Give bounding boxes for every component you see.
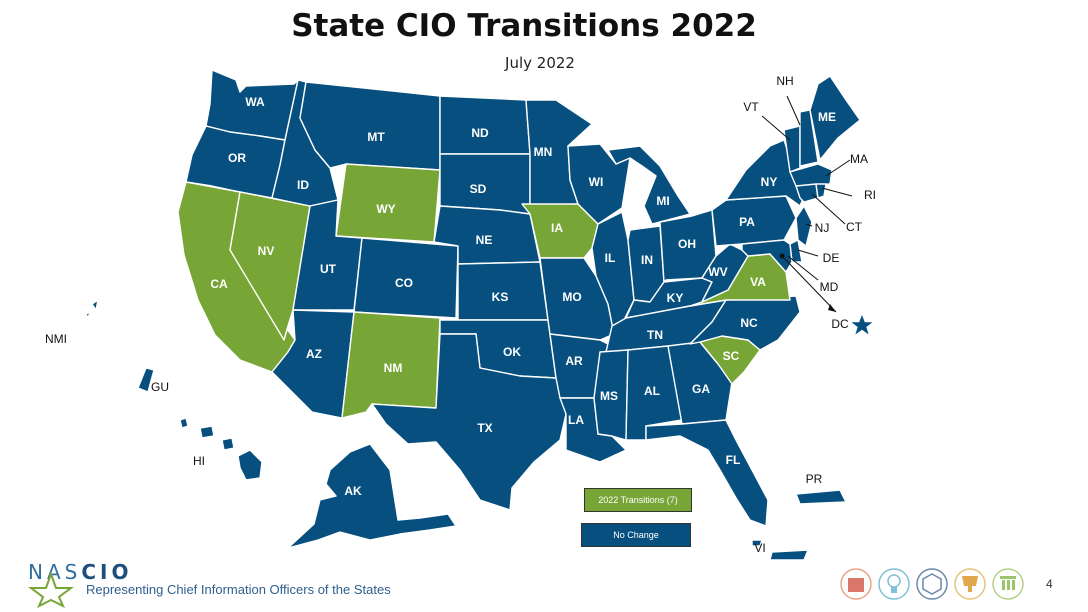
label-ut: UT — [320, 262, 337, 276]
lightbulb-icon — [878, 568, 910, 600]
label-nm: NM — [384, 361, 403, 375]
state-ak — [287, 443, 457, 549]
label-ca: CA — [210, 277, 228, 291]
label-ga: GA — [692, 382, 710, 396]
state-vt — [783, 125, 801, 173]
state-nd — [439, 95, 531, 155]
label-in: IN — [641, 253, 653, 267]
label-nh: NH — [776, 74, 793, 88]
label-nj: NJ — [815, 221, 830, 235]
state-ri — [815, 183, 827, 199]
label-wv: WV — [708, 265, 727, 279]
column-icon — [992, 568, 1024, 600]
label-ny: NY — [761, 175, 778, 189]
label-tx: TX — [477, 421, 492, 435]
label-pr: PR — [806, 472, 823, 486]
label-al: AL — [644, 384, 660, 398]
star-logo-icon — [28, 572, 74, 608]
legend-no-change: No Change — [581, 523, 691, 547]
state-mt — [299, 81, 441, 171]
label-mi: MI — [656, 194, 669, 208]
state-ma — [789, 163, 833, 187]
label-ne: NE — [476, 233, 493, 247]
label-az: AZ — [306, 347, 322, 361]
label-hi: HI — [193, 454, 205, 468]
label-vi: VI — [754, 541, 765, 555]
label-mt: MT — [367, 130, 385, 144]
label-co: CO — [395, 276, 413, 290]
dc-arrow-icon — [828, 304, 836, 312]
network-icon — [916, 568, 948, 600]
state-me — [809, 75, 861, 161]
callout-lines — [761, 95, 853, 313]
label-ks: KS — [492, 290, 509, 304]
label-nc: NC — [740, 316, 758, 330]
label-sc: SC — [723, 349, 740, 363]
trophy-icon — [954, 568, 986, 600]
label-nv: NV — [258, 244, 275, 258]
page-subtitle: July 2022 — [505, 54, 575, 72]
label-ms: MS — [600, 389, 618, 403]
page-title: State CIO Transitions 2022 — [291, 8, 757, 44]
page-number: 4 — [1046, 577, 1053, 591]
label-nmi: NMI — [45, 332, 67, 346]
label-ri: RI — [864, 188, 876, 202]
state-vi — [751, 539, 809, 561]
state-hi — [179, 417, 263, 481]
state-md — [741, 239, 793, 273]
state-gu — [137, 367, 155, 393]
label-wi: WI — [589, 175, 604, 189]
label-oh: OH — [678, 237, 696, 251]
label-me: ME — [818, 110, 836, 124]
label-id: ID — [297, 178, 309, 192]
label-ar: AR — [565, 354, 583, 368]
dc-marker — [779, 253, 785, 259]
label-vt: VT — [743, 100, 759, 114]
label-il: IL — [605, 251, 616, 265]
logo-part2: CIO — [81, 560, 133, 584]
label-nd: ND — [471, 126, 489, 140]
label-or: OR — [228, 151, 246, 165]
label-sd: SD — [470, 182, 487, 196]
label-la: LA — [568, 413, 584, 427]
label-mo: MO — [562, 290, 581, 304]
label-de: DE — [823, 251, 840, 265]
state-pr — [795, 489, 847, 505]
label-ok: OK — [503, 345, 521, 359]
label-ia: IA — [551, 221, 563, 235]
label-tn: TN — [647, 328, 663, 342]
state-wi — [567, 143, 631, 225]
state-ct — [795, 183, 819, 203]
label-ky: KY — [667, 291, 684, 305]
label-gu: GU — [151, 380, 169, 394]
label-wy: WY — [376, 202, 395, 216]
state-mi — [607, 145, 691, 225]
footer-tagline: Representing Chief Information Officers … — [86, 582, 391, 597]
state-nc — [689, 295, 801, 351]
footer-icon-strip — [840, 568, 1024, 600]
state-nj — [795, 205, 813, 247]
state-nh — [799, 109, 819, 167]
label-fl: FL — [726, 453, 741, 467]
label-dc: DC — [831, 317, 849, 331]
state-tx — [371, 333, 567, 511]
label-pa: PA — [739, 215, 755, 229]
state-fl — [645, 419, 769, 527]
state-nmi — [85, 299, 99, 319]
label-ct: CT — [846, 220, 863, 234]
building-icon — [840, 568, 872, 600]
state-co — [353, 237, 459, 319]
label-md: MD — [820, 280, 839, 294]
nascio-logo: NASCIO — [28, 560, 132, 584]
label-ak: AK — [344, 484, 362, 498]
label-va: VA — [750, 275, 766, 289]
legend-transitions: 2022 Transitions (7) — [584, 488, 692, 512]
dc-star-icon — [851, 315, 873, 335]
label-ma: MA — [850, 152, 868, 166]
label-mn: MN — [534, 145, 553, 159]
label-wa: WA — [245, 95, 265, 109]
